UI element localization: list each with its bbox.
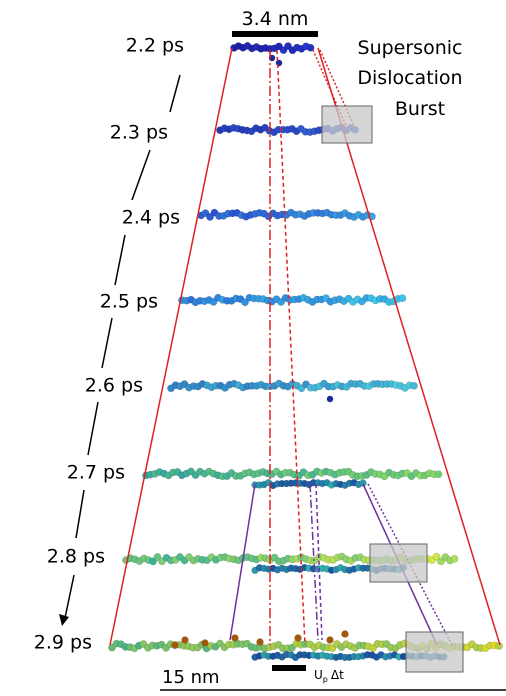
front-line: [276, 49, 306, 646]
atom: [171, 641, 179, 649]
purple-line: [309, 483, 319, 641]
time-label: 2.4 ps: [122, 207, 180, 229]
atom: [181, 636, 189, 644]
purple-line: [229, 483, 256, 641]
time-label: 2.8 ps: [47, 546, 105, 568]
atom: [359, 479, 367, 487]
atom: [410, 381, 418, 390]
atom: [326, 636, 334, 644]
velocity-label: Up Δt: [314, 668, 344, 684]
time-arrow-head: [59, 614, 69, 626]
atom: [341, 630, 349, 638]
atom: [437, 557, 445, 566]
atom: [201, 639, 209, 647]
time-arrow: [114, 234, 126, 286]
time-arrow: [169, 74, 181, 113]
annotation: Supersonic: [358, 37, 463, 59]
atom: [153, 553, 162, 561]
velocity-sub: p: [323, 675, 328, 684]
atom: [398, 294, 407, 303]
time-label: 2.9 ps: [34, 632, 92, 654]
atom: [256, 638, 264, 646]
atom: [434, 470, 443, 479]
time-arrow: [64, 574, 75, 619]
boundary-line: [317, 47, 501, 646]
time-label: 2.7 ps: [67, 462, 125, 484]
time-arrow: [75, 489, 85, 539]
scale-bottom-label: 15 nm: [162, 667, 220, 688]
velocity-main: U: [314, 668, 323, 682]
atom: [206, 213, 214, 221]
atom: [294, 634, 302, 642]
velocity-suffix: Δt: [331, 668, 344, 682]
time-arrow: [131, 149, 151, 201]
highlight-box: [369, 543, 428, 583]
time-label: 2.2 ps: [126, 35, 184, 57]
atom: [369, 644, 377, 652]
time-arrow: [87, 401, 99, 456]
atom: [149, 557, 157, 566]
time-label: 2.3 ps: [110, 122, 168, 144]
highlight-box: [321, 105, 373, 144]
atom: [432, 552, 441, 561]
atom: [241, 298, 249, 307]
time-label: 2.5 ps: [100, 291, 158, 313]
atom: [231, 634, 239, 642]
atom: [326, 395, 334, 403]
purple-line: [315, 483, 323, 641]
atom: [306, 43, 315, 52]
scale-bar-label: 3.4 nm: [242, 8, 309, 30]
highlight-box: [405, 631, 464, 673]
time-arrow: [101, 317, 113, 369]
time-label: 2.6 ps: [85, 375, 143, 397]
atom: [450, 555, 459, 563]
annotation: Burst: [395, 98, 445, 120]
boundary-line: [109, 47, 233, 646]
annotation: Dislocation: [357, 67, 462, 89]
